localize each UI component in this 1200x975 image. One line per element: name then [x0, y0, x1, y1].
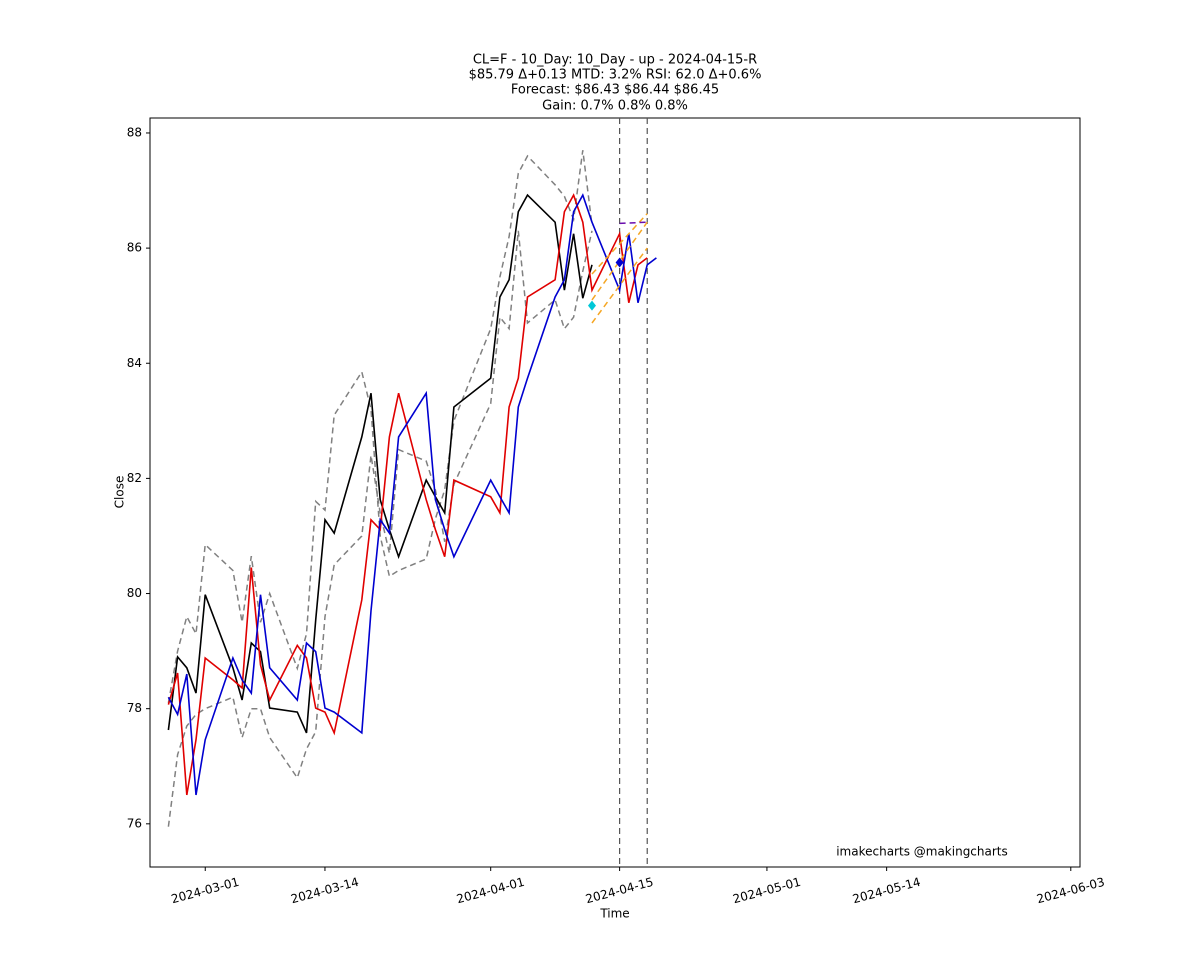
series-line — [167, 150, 593, 704]
x-tick-label: 2024-06-03 — [1035, 875, 1106, 907]
x-tick-label: 2024-04-15 — [584, 875, 655, 907]
y-tick-label: 88 — [127, 125, 142, 139]
chart-title: CL=F - 10_Day: 10_Day - up - 2024-04-15-… — [473, 53, 757, 68]
marker — [587, 300, 596, 311]
watermark: imakecharts @makingcharts — [836, 845, 1008, 859]
series-line — [167, 193, 593, 734]
chart-title: $85.79 Δ+0.13 MTD: 3.2% RSI: 62.0 Δ+0.6% — [469, 68, 762, 83]
series-line — [167, 193, 648, 796]
series-line — [591, 221, 648, 301]
chart-title: Gain: 0.7% 0.8% 0.8% — [542, 99, 688, 114]
y-axis-label: Close — [113, 476, 127, 509]
x-tick-label: 2024-05-01 — [731, 875, 802, 907]
plot-frame — [149, 117, 1081, 868]
series-line — [167, 193, 657, 796]
series-line — [591, 213, 648, 275]
y-tick-label: 82 — [127, 471, 142, 485]
y-tick-label: 80 — [127, 586, 142, 600]
x-tick-label: 2024-03-14 — [289, 875, 360, 907]
x-tick-label: 2024-04-01 — [455, 875, 526, 907]
y-tick-label: 78 — [127, 701, 142, 715]
y-tick-label: 84 — [127, 356, 142, 370]
series-line — [619, 221, 648, 225]
x-axis-label: Time — [599, 907, 629, 921]
x-tick-label: 2024-05-14 — [851, 875, 922, 907]
series-line — [591, 247, 648, 324]
marker — [615, 257, 624, 268]
x-tick-label: 2024-03-01 — [170, 875, 241, 907]
y-tick-label: 86 — [127, 241, 142, 255]
y-tick-label: 76 — [127, 816, 142, 830]
chart-title: Forecast: $86.43 $86.44 $86.45 — [511, 83, 719, 98]
